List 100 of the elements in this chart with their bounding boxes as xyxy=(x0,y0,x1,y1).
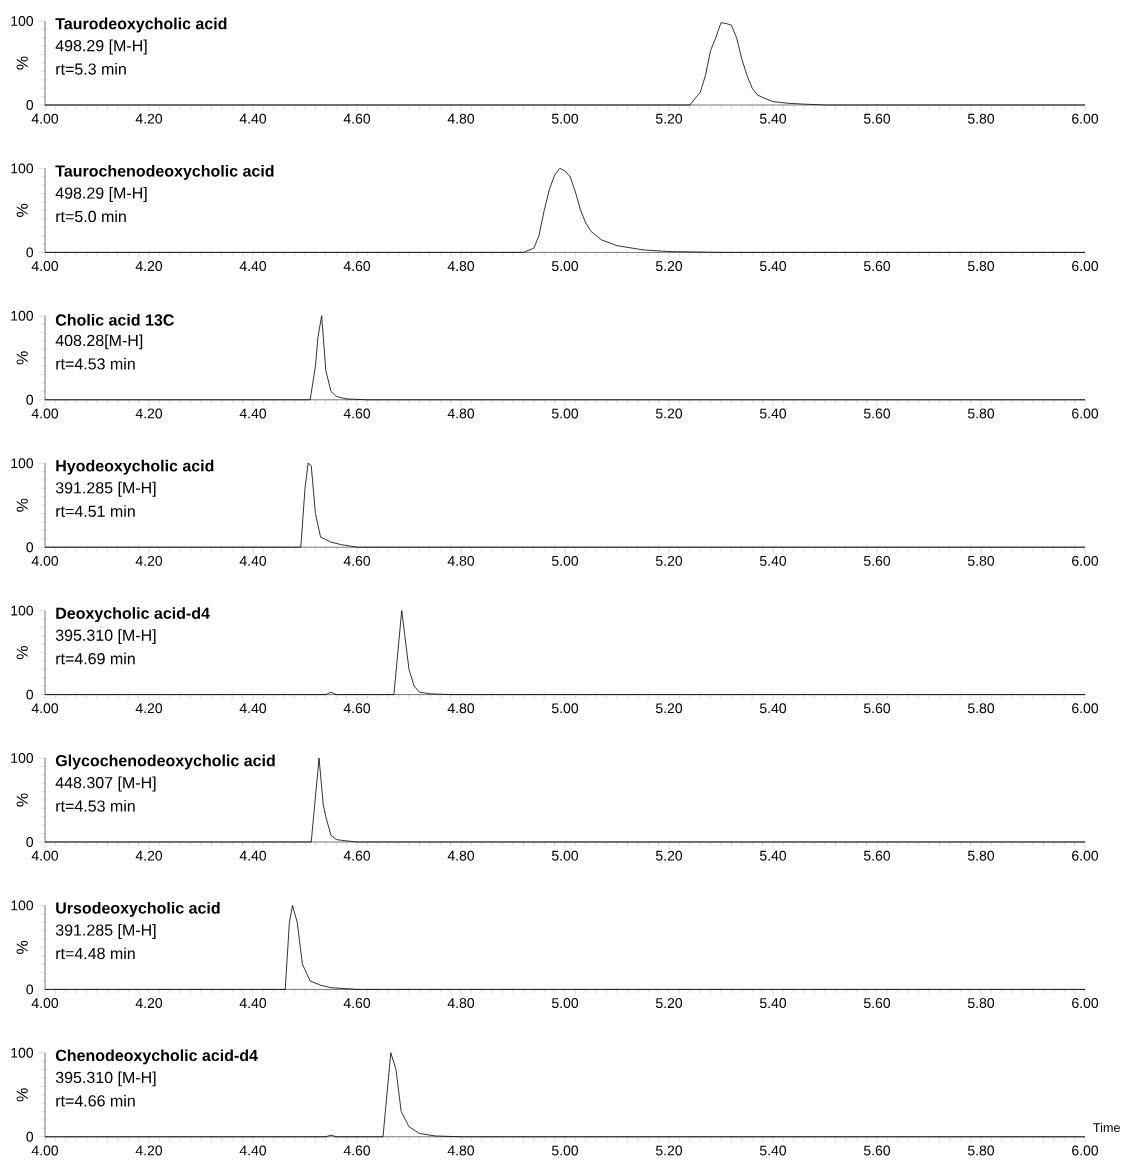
x-tick-label: 5.80 xyxy=(967,113,995,124)
x-tick-label: 4.80 xyxy=(447,408,475,419)
x-tick-label: 5.80 xyxy=(967,1145,995,1156)
x-tick-label: 4.80 xyxy=(447,850,475,861)
chart-title: Cholic acid 13C xyxy=(55,313,174,326)
x-tick-label: 5.60 xyxy=(863,998,891,1009)
y-axis-title: % xyxy=(16,646,28,660)
x-tick-label: 4.20 xyxy=(135,555,163,566)
y-tick-label: 100 xyxy=(11,1047,34,1058)
x-tick-label: 6.00 xyxy=(1072,1145,1099,1156)
annotation: rt=4.69 min xyxy=(56,652,135,665)
chart-title: Deoxycholic acid-d4 xyxy=(56,607,210,623)
x-tick-label: 4.80 xyxy=(447,261,475,272)
annotation: rt=4.66 min xyxy=(56,1094,135,1107)
x-tick-label: 5.00 xyxy=(551,998,579,1009)
x-tick-label: 5.20 xyxy=(655,850,683,861)
x-tick-label: 5.20 xyxy=(655,555,683,566)
x-tick-label: 5.40 xyxy=(759,998,787,1009)
y-tick-label: 0 xyxy=(26,1131,34,1142)
x-tick-label: 5.00 xyxy=(551,1145,579,1156)
chart-title: Hyodeoxycholic acid xyxy=(56,459,214,475)
x-tick-label: 5.60 xyxy=(863,850,891,861)
y-axis-title: % xyxy=(16,793,28,807)
x-tick-label: 5.60 xyxy=(863,113,891,124)
x-tick-label: 4.60 xyxy=(343,850,371,861)
y-axis-title: % xyxy=(16,56,28,70)
x-tick-label: 5.40 xyxy=(759,408,787,419)
y-tick-label: 100 xyxy=(11,458,34,469)
x-tick-label: 5.80 xyxy=(967,998,995,1009)
annotation: rt=5.3 min xyxy=(56,63,126,75)
annotation: 391.285 [M-H] xyxy=(55,923,156,939)
y-tick-label: 100 xyxy=(11,900,34,911)
y-tick-label: 0 xyxy=(26,100,34,110)
x-tick-label: 6.00 xyxy=(1072,261,1099,272)
chart-title: Taurodeoxycholic acid xyxy=(55,17,227,33)
x-tick-label: 5.80 xyxy=(967,555,995,566)
x-tick-label: 4.80 xyxy=(447,998,475,1009)
x-tick-label: 5.40 xyxy=(759,555,787,566)
x-tick-label: 5.00 xyxy=(551,408,579,419)
x-tick-label: 5.80 xyxy=(967,850,995,861)
x-tick-label: 6.00 xyxy=(1072,850,1099,861)
x-tick-label: 4.00 xyxy=(31,703,59,714)
x-tick-label: 4.00 xyxy=(31,850,59,861)
x-tick-label: 5.60 xyxy=(863,555,891,566)
annotation: 395.310 [M-H] xyxy=(55,629,156,645)
x-tick-label: 4.80 xyxy=(447,703,475,714)
y-axis-title: % xyxy=(16,498,28,512)
x-tick-label: 5.80 xyxy=(967,408,995,419)
annotation: 395.310 [M-H] xyxy=(55,1071,156,1087)
x-tick-label: 5.00 xyxy=(551,703,579,714)
y-tick-label: 100 xyxy=(11,310,34,321)
x-tick-label: 4.20 xyxy=(135,408,163,419)
x-tick-label: 5.60 xyxy=(863,1145,891,1156)
x-tick-label: 4.20 xyxy=(135,113,163,124)
y-axis-title: % xyxy=(16,1088,28,1102)
annotation: rt=4.53 min xyxy=(56,357,135,370)
y-tick-label: 0 xyxy=(26,984,34,995)
y-tick-label: 100 xyxy=(11,16,34,26)
chart-title: Chenodeoxycholic acid-d4 xyxy=(55,1049,258,1065)
annotation: rt=4.48 min xyxy=(56,947,135,960)
x-tick-label: 5.20 xyxy=(655,261,683,272)
x-tick-label: 5.80 xyxy=(967,703,995,714)
annotation: 391.285 [M-H] xyxy=(55,481,156,497)
x-tick-label: 5.00 xyxy=(551,113,579,124)
annotation: 498.29 [M-H] xyxy=(55,39,147,55)
x-tick-label: 4.00 xyxy=(31,408,59,419)
x-tick-label: 4.40 xyxy=(239,998,267,1009)
x-tick-label: 4.00 xyxy=(31,113,59,124)
annotation: 408.28[M-H] xyxy=(55,334,143,350)
x-tick-label: 4.80 xyxy=(447,1145,475,1156)
y-tick-label: 0 xyxy=(26,394,34,405)
y-axis-title: % xyxy=(16,203,28,217)
x-tick-label: 5.20 xyxy=(655,1145,683,1156)
y-tick-label: 0 xyxy=(26,247,34,258)
x-tick-label: 4.00 xyxy=(31,998,59,1009)
annotation: rt=4.53 min xyxy=(56,800,135,812)
y-tick-label: 100 xyxy=(11,753,34,763)
annotation: 448.307 [M-H] xyxy=(55,776,156,792)
x-tick-label: 5.60 xyxy=(863,703,891,714)
x-tick-label: 5.20 xyxy=(655,703,683,714)
y-tick-label: 0 xyxy=(26,837,34,847)
x-tick-label: 5.00 xyxy=(551,261,579,272)
chart-title: Taurochenodeoxycholic acid xyxy=(55,164,274,180)
x-tick-label: 5.20 xyxy=(655,998,683,1009)
x-tick-label: 4.60 xyxy=(343,261,371,272)
y-tick-label: 0 xyxy=(26,689,34,700)
x-tick-label: 6.00 xyxy=(1072,408,1099,419)
x-axis-title: Time xyxy=(1093,1122,1120,1133)
annotation: rt=4.51 min xyxy=(56,505,135,517)
x-tick-label: 6.00 xyxy=(1072,703,1099,714)
x-tick-label: 5.40 xyxy=(759,261,787,272)
x-tick-label: 4.20 xyxy=(135,998,163,1009)
x-tick-label: 5.60 xyxy=(863,261,891,272)
x-tick-label: 5.20 xyxy=(655,113,683,124)
x-tick-label: 5.40 xyxy=(759,113,787,124)
x-tick-label: 4.60 xyxy=(343,408,371,419)
x-tick-label: 6.00 xyxy=(1072,113,1099,124)
x-tick-label: 5.40 xyxy=(759,703,787,714)
chart-title: Glycochenodeoxycholic acid xyxy=(55,754,275,770)
x-tick-label: 5.80 xyxy=(967,261,995,272)
